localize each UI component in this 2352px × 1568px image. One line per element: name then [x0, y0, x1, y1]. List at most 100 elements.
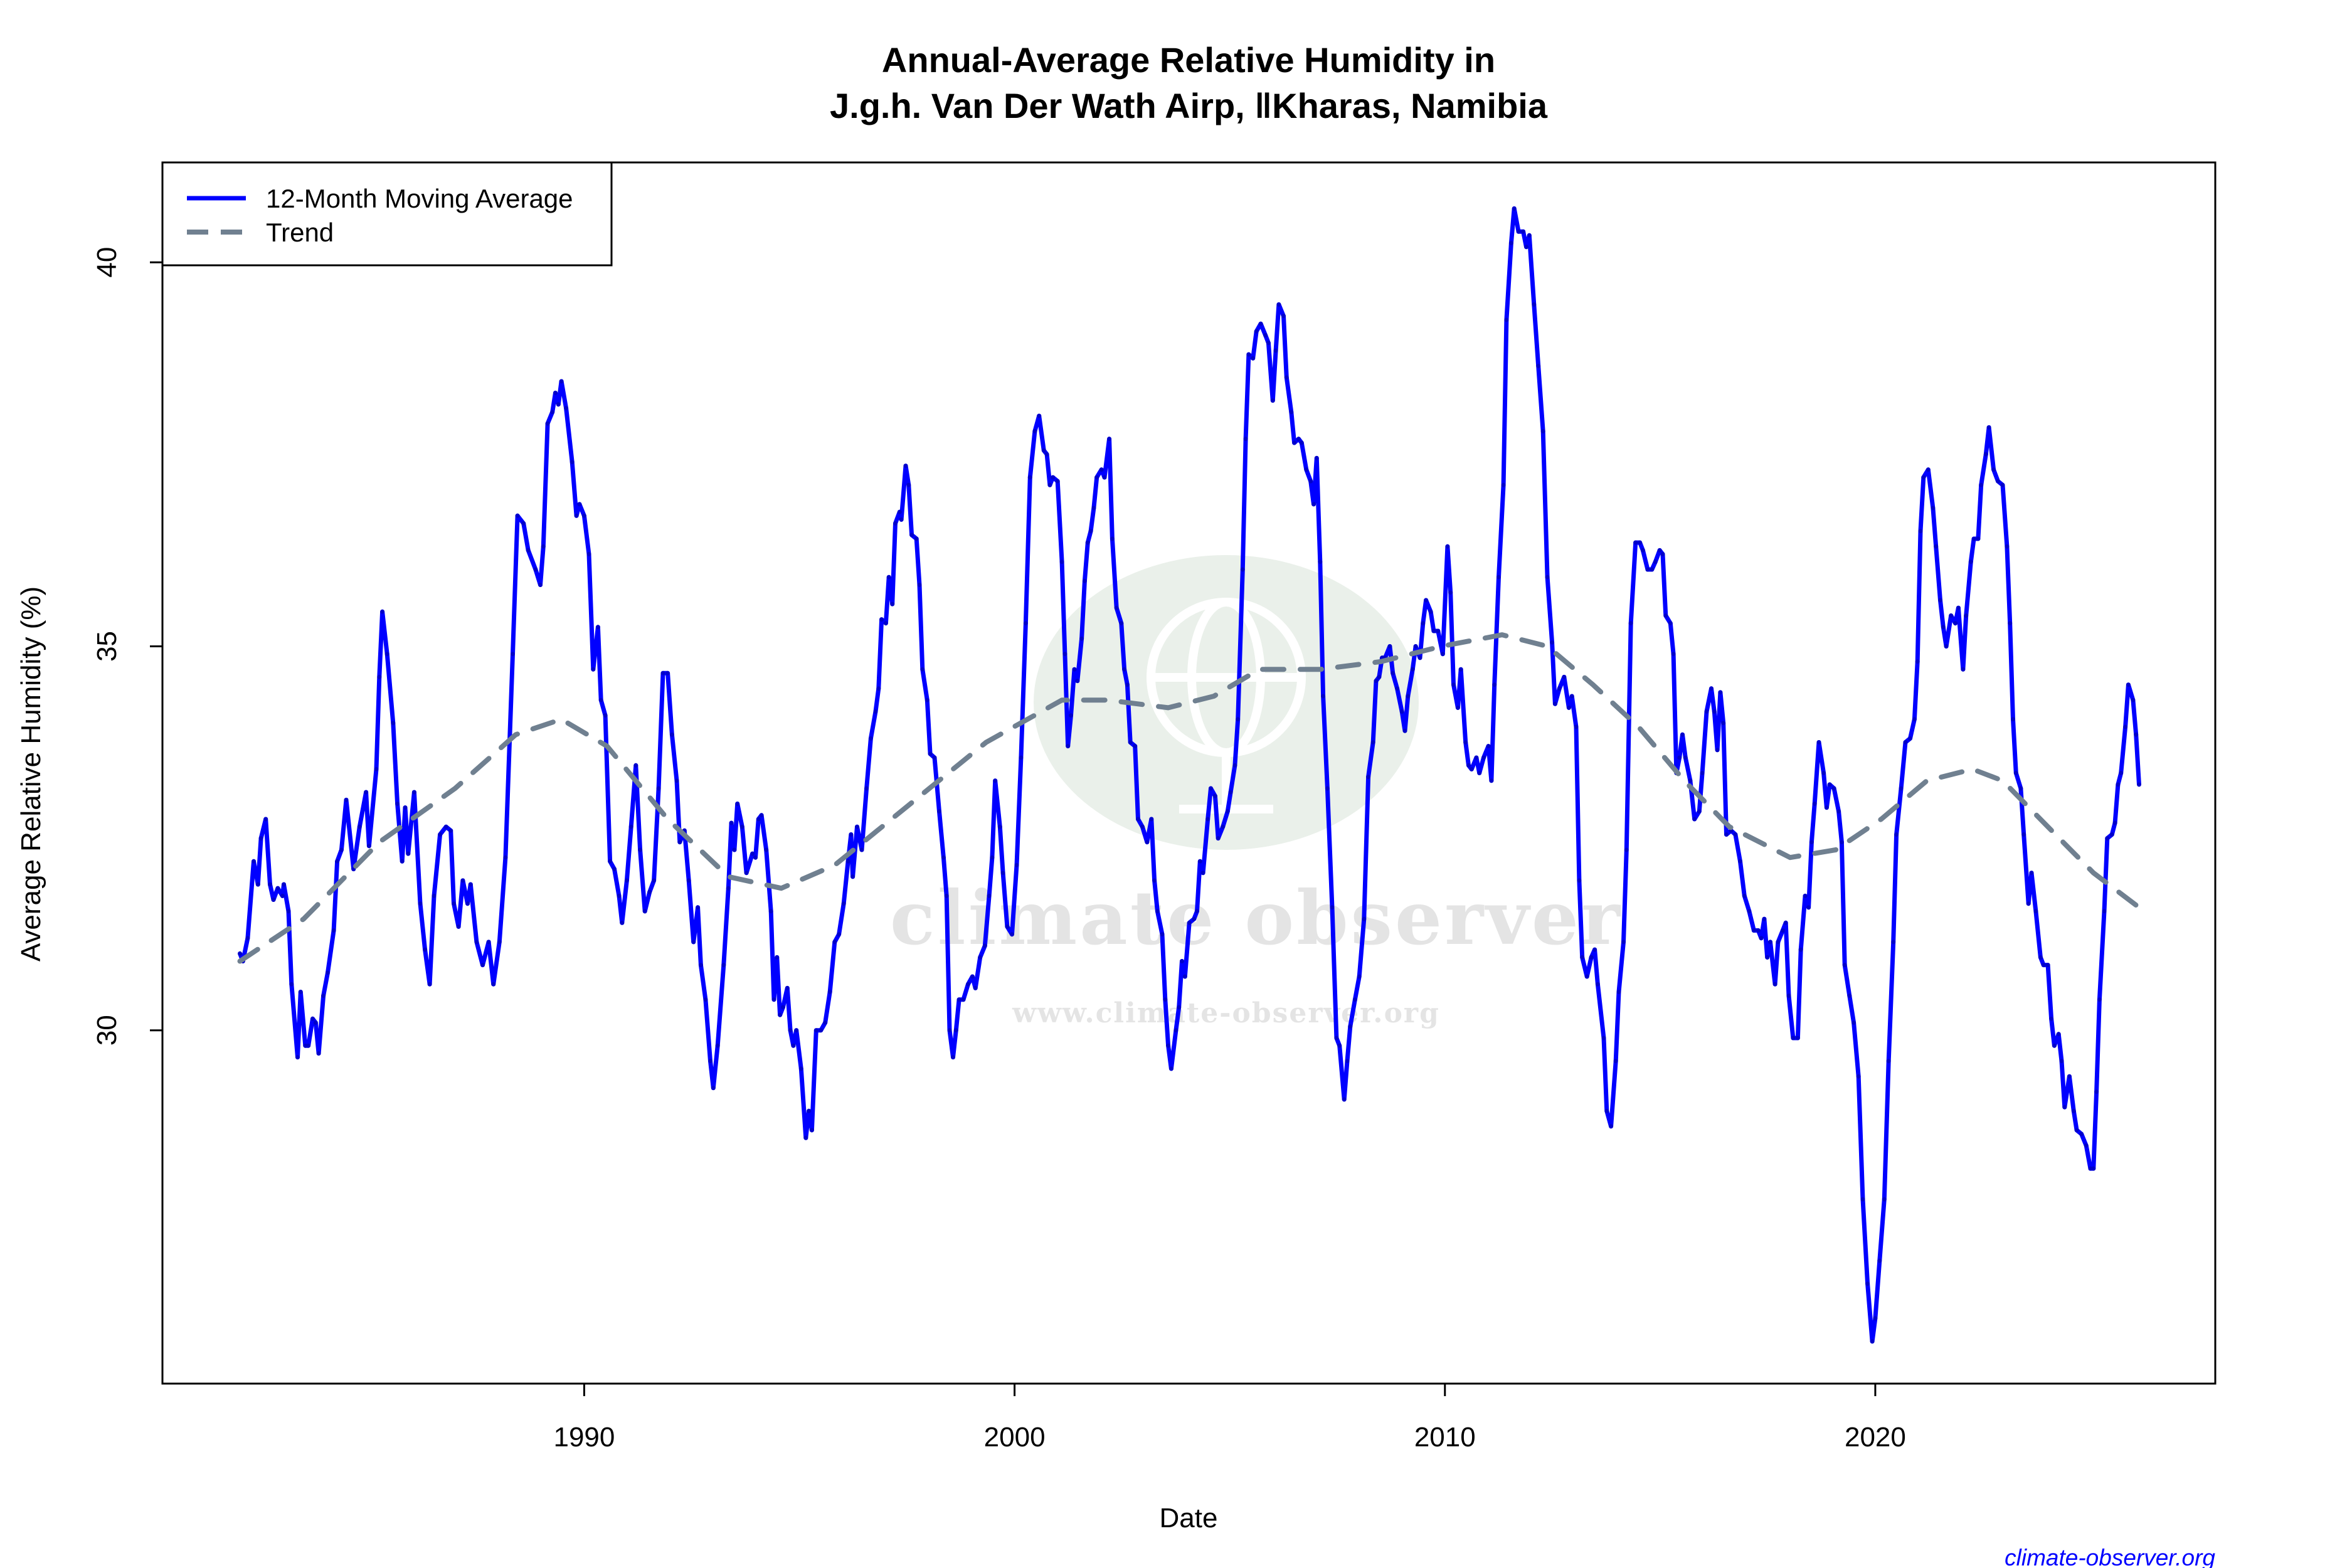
data-point: [1173, 1028, 1179, 1033]
data-point: [1370, 740, 1375, 744]
data-point: [990, 855, 995, 860]
data-point: [1246, 352, 1251, 357]
data-point: [873, 709, 878, 714]
data-point: [620, 920, 625, 925]
data-point: [1628, 621, 1633, 626]
data-point: [1296, 437, 1301, 442]
data-point: [1041, 448, 1046, 453]
data-point: [1903, 740, 1908, 744]
data-point: [2074, 1128, 2079, 1133]
data-point: [380, 609, 385, 614]
data-point: [1463, 740, 1468, 744]
data-point: [1733, 832, 1738, 837]
data-point: [1160, 932, 1165, 937]
data-point: [1847, 993, 1852, 999]
data-point: [1688, 778, 1693, 783]
data-point: [1387, 644, 1392, 649]
data-point: [1428, 609, 1433, 614]
data-point: [1342, 1097, 1347, 1102]
data-point: [1209, 786, 1213, 791]
data-point: [845, 859, 850, 864]
data-point: [982, 943, 987, 948]
y-axis: 30 35 40: [92, 247, 162, 1046]
data-point: [941, 855, 946, 860]
data-point: [732, 847, 737, 852]
data-point: [1075, 679, 1080, 684]
data-point: [756, 817, 761, 822]
data-point: [1119, 621, 1124, 626]
data-point: [1140, 824, 1145, 829]
data-point: [849, 832, 854, 837]
data-point: [827, 990, 832, 994]
data-point: [807, 1108, 812, 1113]
data-point: [1877, 1258, 1882, 1263]
y-axis-label: Average Relative Humidity (%): [16, 586, 46, 961]
data-point: [2062, 1104, 2067, 1110]
data-point: [1918, 529, 1923, 534]
data-point: [1795, 1036, 1800, 1041]
data-point: [1552, 701, 1557, 706]
data-point: [1521, 229, 1526, 234]
data-point: [1870, 1339, 1875, 1344]
data-point: [897, 509, 902, 514]
data-point: [1314, 455, 1319, 460]
data-point: [660, 670, 665, 675]
data-point: [1765, 955, 1770, 960]
data-point: [2008, 621, 2013, 626]
data-point: [768, 909, 773, 914]
data-point: [452, 901, 456, 906]
data-point: [1251, 356, 1256, 361]
data-point: [377, 674, 382, 679]
data-point: [280, 893, 285, 898]
data-point: [2116, 782, 2121, 787]
data-point: [953, 1028, 958, 1033]
data-point: [1856, 1074, 1861, 1079]
data-point: [951, 1055, 955, 1060]
data-point: [932, 755, 937, 760]
legend-label-moving-average: 12-Month Moving Average: [266, 184, 573, 213]
data-point: [1102, 475, 1107, 480]
data-point: [1991, 467, 1996, 472]
data-point: [310, 1016, 315, 1021]
data-point: [624, 878, 629, 883]
data-point: [2041, 963, 2046, 968]
data-point: [1724, 832, 1729, 837]
data-point: [1809, 840, 1814, 845]
data-point: [2119, 771, 2124, 775]
data-point: [1944, 644, 1949, 649]
data-point: [1783, 920, 1788, 925]
data-point: [1504, 317, 1509, 322]
data-point: [2038, 955, 2043, 960]
data-point: [2029, 871, 2034, 876]
data-point: [1406, 694, 1411, 699]
data-point: [316, 1051, 321, 1056]
data-point: [374, 766, 379, 771]
data-point: [1266, 341, 1271, 346]
data-point: [468, 882, 473, 887]
data-point: [883, 621, 888, 626]
data-point: [947, 1028, 952, 1033]
data-point: [1577, 878, 1582, 883]
data-point: [1197, 859, 1202, 864]
legend-box: [161, 161, 613, 267]
data-point: [1894, 832, 1899, 837]
data-point: [2026, 901, 2031, 906]
data-point: [1569, 694, 1574, 699]
x-axis-label: Date: [1160, 1503, 1218, 1534]
data-point: [1592, 947, 1597, 952]
data-point: [906, 482, 911, 487]
data-point: [1187, 920, 1192, 925]
data-point: [1094, 475, 1099, 480]
data-point: [1413, 644, 1418, 649]
data-point: [2079, 1131, 2084, 1136]
data-point: [569, 460, 575, 465]
data-point: [313, 1020, 318, 1025]
data-point: [497, 940, 502, 945]
data-point: [1128, 740, 1133, 744]
data-point: [1474, 755, 1479, 760]
data-point: [633, 763, 638, 768]
data-point: [1650, 567, 1655, 572]
data-point: [1762, 916, 1767, 921]
data-point: [2134, 732, 2139, 737]
